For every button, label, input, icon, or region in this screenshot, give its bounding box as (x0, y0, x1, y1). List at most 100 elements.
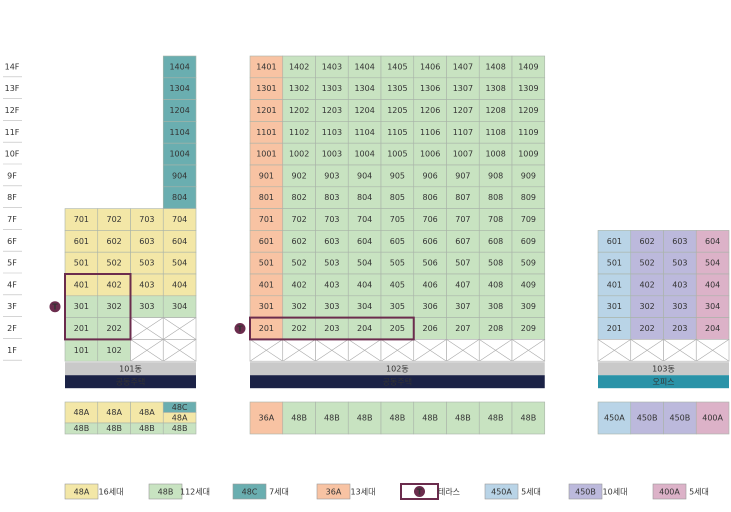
unit-label: 1108 (485, 128, 505, 137)
unit-label: 804 (172, 193, 187, 202)
unit-label: 1105 (387, 128, 407, 137)
unit-label: 709 (521, 215, 536, 224)
unit-label: 702 (106, 215, 121, 224)
unit-label: 1208 (485, 106, 505, 115)
unit-label: 302 (106, 302, 121, 311)
unit-label: 603 (139, 237, 154, 246)
terrace-marker-label: T (52, 303, 58, 312)
unit-label: 407 (455, 280, 470, 289)
unit-label: 204 (705, 324, 720, 333)
floor-label: 6F (7, 237, 17, 246)
unit-label: 708 (488, 215, 503, 224)
unit-label: 301 (607, 302, 622, 311)
unit-label: 1001 (256, 150, 276, 159)
unit-label: 308 (488, 302, 503, 311)
empty-cross (249, 339, 283, 362)
unit-label: 804 (357, 193, 372, 202)
unit-label: 809 (521, 193, 536, 202)
unit-label: 1204 (354, 106, 374, 115)
unit-label: 1403 (322, 62, 342, 71)
empty-cross (380, 339, 414, 362)
unit-label: 301 (259, 302, 274, 311)
terrace-marker (234, 323, 246, 334)
legend-count: 5세대 (521, 488, 541, 497)
floor-label: 7F (7, 215, 17, 224)
unit-label: 406 (422, 280, 437, 289)
unit-label: 1307 (453, 84, 473, 93)
floor-label: 12F (5, 106, 20, 115)
type-label: 400A (702, 414, 723, 423)
unit-label: 303 (672, 302, 687, 311)
type-cell (446, 401, 480, 435)
unit-label: 404 (172, 280, 187, 289)
empty-cross (315, 339, 349, 362)
unit-label: 304 (705, 302, 720, 311)
unit-label: 1205 (387, 106, 407, 115)
type-label: 48B (291, 414, 307, 423)
type-cell (249, 401, 284, 435)
legend-terrace-marker (414, 486, 425, 497)
unit-label: 908 (488, 171, 503, 180)
floor-label: 14F (5, 62, 20, 71)
legend-count: 테라스 (438, 488, 460, 497)
unit-label: 805 (390, 193, 405, 202)
type-label: 48B (422, 414, 438, 423)
unit-label: 1301 (256, 84, 276, 93)
empty-cross (163, 317, 197, 340)
type-cell (663, 401, 697, 435)
unit-label: 1004 (354, 150, 374, 159)
type-label: 450B (637, 414, 658, 423)
unit-label: 802 (291, 193, 306, 202)
unit-label: 505 (390, 259, 405, 268)
unit-label: 402 (291, 280, 306, 289)
terrace-marker-label: T (237, 325, 243, 334)
type-label: 48B (521, 414, 537, 423)
floor-label: 8F (7, 193, 17, 202)
type-label: 48A (172, 413, 188, 422)
legend-count: 5세대 (689, 488, 709, 497)
unit-label: 202 (291, 324, 306, 333)
empty-cross (163, 339, 197, 362)
legend-type: 48C (242, 488, 258, 497)
legend-swatch (316, 483, 351, 500)
unit-label: 404 (357, 280, 372, 289)
unit-label: 403 (324, 280, 339, 289)
unit-label: 905 (390, 171, 405, 180)
unit-label: 1209 (518, 106, 538, 115)
floor-label: 13F (5, 84, 20, 93)
legend-count: 10세대 (603, 488, 628, 497)
unit-label: 1302 (289, 84, 309, 93)
unit-label: 1405 (387, 62, 407, 71)
building-name: 102동 (386, 365, 409, 374)
building-category-bar (598, 375, 729, 389)
unit-label: 606 (422, 237, 437, 246)
building-name-bar (250, 362, 545, 376)
unit-label: 1009 (518, 150, 538, 159)
unit-label: 1003 (322, 150, 342, 159)
unit-label: 701 (259, 215, 274, 224)
unit-label: 1204 (169, 106, 189, 115)
unit-label: 304 (357, 302, 372, 311)
unit-label: 101 (74, 346, 89, 355)
unit-label: 808 (488, 193, 503, 202)
unit-label: 507 (455, 259, 470, 268)
unit-label: 707 (455, 215, 470, 224)
unit-label: 704 (172, 215, 187, 224)
legend-terrace-symbol: T (417, 488, 423, 497)
unit-label: 1007 (453, 150, 473, 159)
unit-label: 503 (672, 259, 687, 268)
unit-label: 402 (106, 280, 121, 289)
floor-label: 2F (7, 324, 17, 333)
unit-label: 1008 (485, 150, 505, 159)
unit-label: 102 (106, 346, 121, 355)
unit-label: 506 (422, 259, 437, 268)
legend-type: 48A (74, 488, 90, 497)
legend-type: 450A (491, 488, 512, 497)
unit-label: 603 (672, 237, 687, 246)
unit-label: 1103 (322, 128, 342, 137)
type-cell (162, 422, 197, 435)
unit-label: 304 (172, 302, 187, 311)
empty-cross (630, 339, 664, 362)
legend-count: 16세대 (99, 488, 124, 497)
